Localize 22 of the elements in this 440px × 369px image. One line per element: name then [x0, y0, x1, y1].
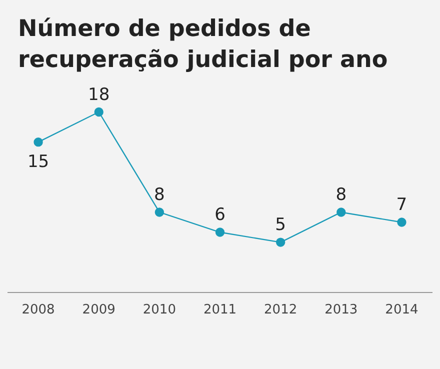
data-label: 18 [88, 84, 110, 105]
data-label: 7 [396, 195, 408, 216]
x-tick-label: 2013 [324, 302, 358, 318]
data-label: 5 [275, 215, 286, 236]
point [397, 218, 406, 227]
data-label: 6 [214, 205, 226, 226]
point [276, 238, 286, 247]
point [154, 208, 164, 217]
data-label: 8 [154, 185, 165, 206]
data-label: 15 [27, 152, 50, 172]
x-tick-label: 2011 [203, 302, 237, 318]
point [34, 137, 43, 147]
point [94, 107, 104, 117]
chart-title: Número de pedidos de recuperação judicial por ano [17, 15, 389, 75]
data-label: 8 [336, 185, 347, 206]
point [336, 208, 346, 217]
x-tick-label: 2014 [385, 302, 418, 318]
x-tick-label: 2009 [82, 302, 116, 318]
x-tick-label: 2012 [264, 302, 298, 318]
x-tick-label: 2008 [22, 302, 55, 318]
point [215, 228, 225, 237]
x-tick-label: 2010 [142, 302, 176, 318]
